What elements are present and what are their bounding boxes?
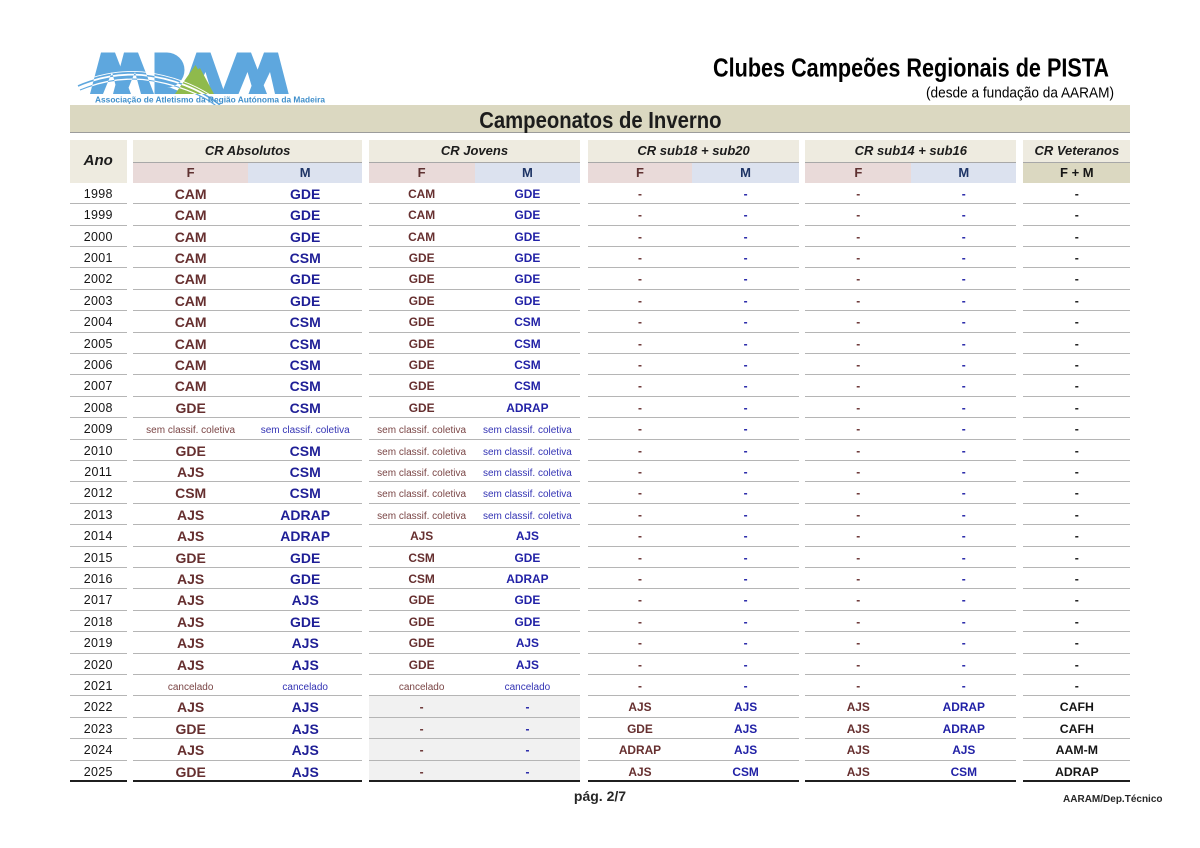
svg-text:Associação de Atletismo da Reg: Associação de Atletismo da Região Autóno… xyxy=(95,95,325,105)
svg-text:Clubes Campeões Regionais de P: Clubes Campeões Regionais de PISTA xyxy=(713,52,1109,82)
svg-text:(desde a fundação da AARAM): (desde a fundação da AARAM) xyxy=(926,85,1114,102)
